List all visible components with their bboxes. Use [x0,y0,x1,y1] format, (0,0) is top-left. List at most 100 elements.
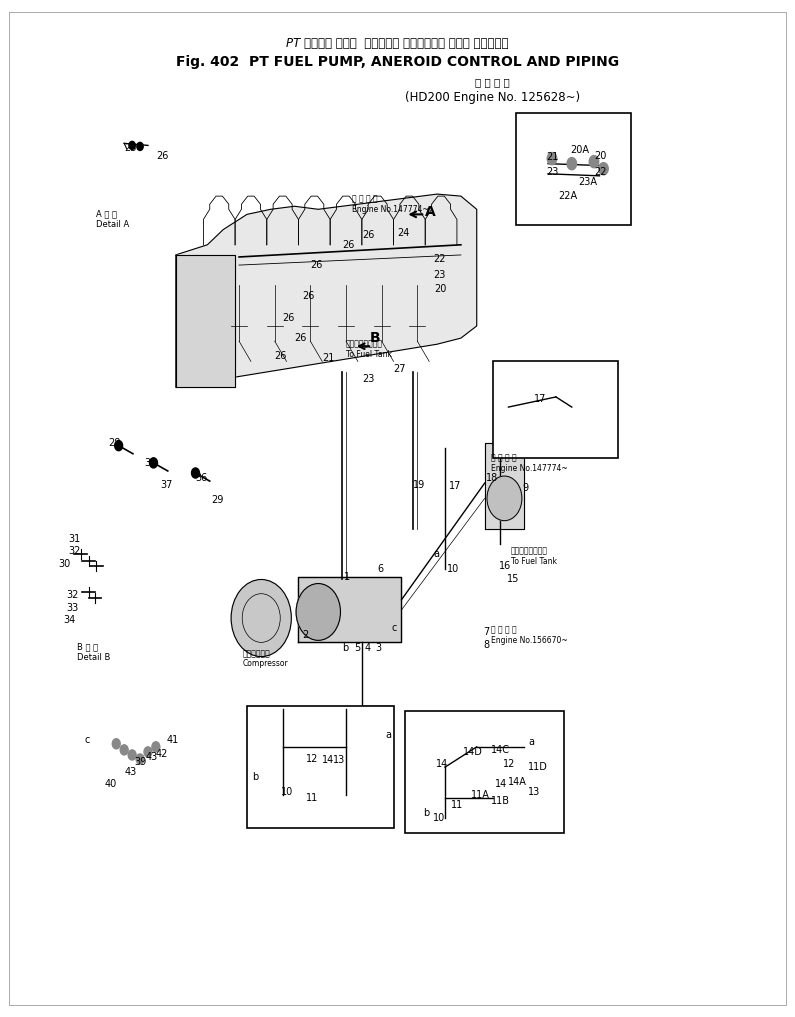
Text: 39: 39 [134,757,147,767]
Text: フェエルタンクへ
To Fuel Tank: フェエルタンクへ To Fuel Tank [346,340,392,359]
Text: 31: 31 [68,534,81,544]
Text: 14A: 14A [509,777,527,787]
Text: 9: 9 [522,483,529,493]
Text: 30: 30 [58,559,71,570]
Circle shape [137,142,143,151]
Text: 40: 40 [104,779,117,789]
Text: 21: 21 [322,353,335,363]
Text: 2: 2 [302,631,308,641]
Text: 23: 23 [433,271,445,281]
Bar [493,361,618,458]
Text: 10: 10 [447,564,459,575]
Circle shape [487,476,522,521]
Circle shape [144,746,152,757]
Circle shape [114,440,122,451]
Text: A: A [425,205,436,220]
Circle shape [589,156,599,168]
Text: 適 用 号 機
Engine No.147774~: 適 用 号 機 Engine No.147774~ [351,194,429,214]
Text: 20A: 20A [570,145,589,156]
Text: 3: 3 [375,644,382,654]
Text: 22: 22 [594,167,607,177]
Text: 37: 37 [160,480,173,490]
Text: 13: 13 [528,787,541,797]
Text: 26: 26 [275,351,287,361]
Bar [516,113,631,225]
Circle shape [599,163,608,175]
Text: 26: 26 [342,240,355,250]
Text: 13: 13 [332,755,345,765]
Text: 18: 18 [487,473,498,483]
Text: 14: 14 [495,779,507,789]
Text: 22A: 22A [558,191,577,201]
Bar [405,711,564,833]
Text: 22: 22 [433,254,446,264]
Circle shape [192,468,200,478]
Polygon shape [176,194,477,386]
Text: 43: 43 [145,752,158,762]
Text: 20: 20 [435,285,447,295]
Bar [247,706,394,828]
Circle shape [567,158,576,170]
Text: 20: 20 [594,151,607,161]
Circle shape [129,141,135,149]
Text: 32: 32 [66,590,79,600]
Text: 25: 25 [124,143,137,154]
Text: 15: 15 [507,575,519,585]
Text: a: a [528,736,534,746]
Polygon shape [485,442,524,529]
Polygon shape [298,578,401,643]
Text: 23A: 23A [578,177,597,187]
Text: b: b [342,644,348,654]
Text: 10: 10 [433,813,445,823]
Text: 28: 28 [108,437,121,447]
Text: 19: 19 [413,480,425,490]
Circle shape [296,584,340,641]
Text: 26: 26 [283,313,295,322]
Text: 36: 36 [196,473,207,483]
Text: B 詳 細
Detail B: B 詳 細 Detail B [76,643,110,662]
Text: 11A: 11A [471,789,490,799]
Text: B: B [370,332,380,345]
Text: 適 用 号 機
Engine No.156670~: 適 用 号 機 Engine No.156670~ [491,625,568,645]
Text: 12: 12 [306,754,319,764]
Text: b: b [253,772,259,782]
Text: 11: 11 [306,792,319,802]
Text: 14D: 14D [463,746,483,757]
Text: 34: 34 [63,615,76,625]
Text: 14C: 14C [491,744,510,755]
Text: 33: 33 [66,603,79,613]
Text: a: a [433,549,439,559]
Circle shape [128,750,136,760]
Text: 7: 7 [483,627,489,638]
Text: 32: 32 [68,546,81,556]
Polygon shape [176,255,235,386]
Text: 17: 17 [533,394,546,404]
Text: 26: 26 [294,334,307,343]
Text: 14: 14 [322,755,335,765]
Text: コンプレッサ
Compressor: コンプレッサ Compressor [243,649,289,668]
Text: 1: 1 [343,573,350,583]
Text: 11D: 11D [528,762,548,772]
Circle shape [120,744,128,755]
Circle shape [152,741,160,752]
Text: 17: 17 [449,481,461,491]
Text: PT フェエル ポンプ  アネロイド コントロール および パイピング: PT フェエル ポンプ アネロイド コントロール および パイピング [286,38,509,51]
Text: 26: 26 [302,291,315,300]
Text: 11: 11 [452,799,463,810]
Text: 8: 8 [483,641,489,651]
Text: 26: 26 [156,151,169,161]
Text: 43: 43 [124,767,137,777]
Text: 21: 21 [546,152,559,162]
Text: 27: 27 [394,363,406,373]
Text: 29: 29 [211,495,223,505]
Text: 35: 35 [144,458,157,468]
Text: A 詳 細
Detail A: A 詳 細 Detail A [96,210,130,229]
Text: 41: 41 [166,734,178,744]
Text: b: b [423,807,429,818]
Text: 12: 12 [503,759,515,769]
Text: 23: 23 [362,373,374,383]
Text: Fig. 402  PT FUEL PUMP, ANEROID CONTROL AND PIPING: Fig. 402 PT FUEL PUMP, ANEROID CONTROL A… [176,55,619,69]
Text: 10: 10 [281,787,293,797]
Text: 適 用 号 機
Engine No.147774~: 適 用 号 機 Engine No.147774~ [491,454,568,473]
Circle shape [231,580,291,657]
